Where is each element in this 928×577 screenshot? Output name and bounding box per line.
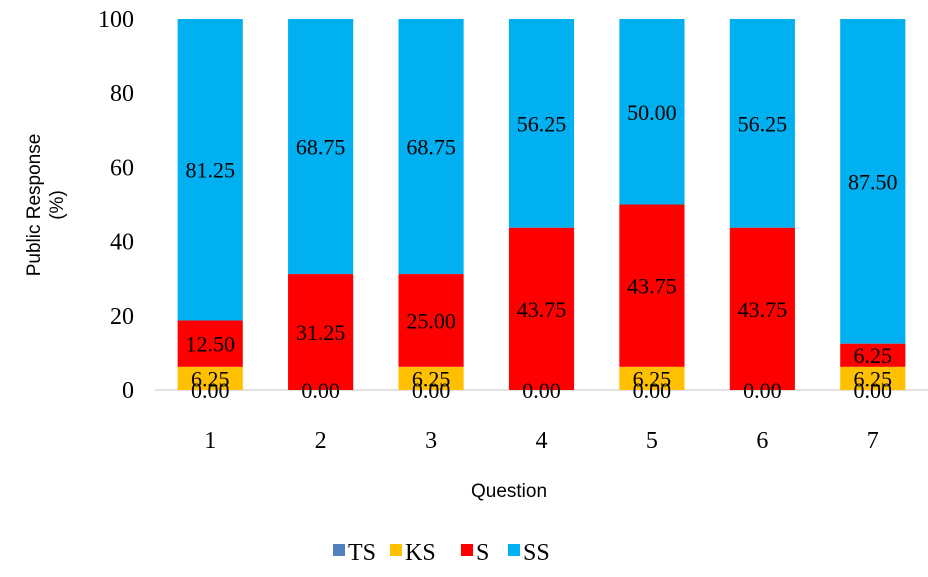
x-tick-label: 7 — [867, 428, 879, 454]
data-label: 68.75 — [406, 135, 456, 160]
legend-label-ks: KS — [405, 540, 436, 566]
bar-segment-ks — [619, 366, 685, 390]
data-label: 0.00 — [191, 378, 230, 403]
data-label: 56.25 — [738, 111, 788, 136]
legend: TS KS S SS — [333, 540, 550, 566]
data-labels: 0.006.2512.5081.250.0031.2568.750.006.25… — [185, 100, 897, 403]
legend-label-s: S — [476, 540, 489, 566]
data-label: 6.25 — [633, 366, 672, 391]
x-tick-label: 3 — [425, 428, 437, 454]
x-tick-label: 5 — [646, 428, 658, 454]
legend-label-ts: TS — [348, 540, 376, 566]
y-axis-title-line-1: Public Response — [24, 134, 45, 277]
y-axis-title-line-2: (%) — [47, 190, 68, 220]
bar-segment-s — [508, 227, 575, 390]
data-label: 0.00 — [854, 378, 893, 403]
bar-segment-ss — [177, 19, 243, 321]
y-tick-label: 80 — [110, 81, 134, 107]
data-label: 25.00 — [406, 308, 456, 333]
y-axis-ticks: 0 20 40 60 80 100 — [98, 7, 134, 404]
bar-segment-s — [619, 204, 685, 367]
data-label: 43.75 — [627, 274, 677, 299]
bar-segment-ss — [619, 19, 685, 205]
data-label: 0.00 — [412, 378, 451, 403]
data-label: 0.00 — [633, 378, 672, 403]
bar-segment-s — [398, 274, 464, 367]
data-label: 56.25 — [517, 111, 567, 136]
data-label: 0.00 — [522, 378, 561, 403]
bar-segment-ks — [177, 366, 243, 390]
legend-swatch-ss — [508, 544, 520, 556]
bar-segment-s — [288, 274, 354, 390]
y-tick-label: 100 — [98, 7, 134, 33]
x-tick-label: 1 — [204, 428, 216, 454]
y-tick-label: 0 — [122, 378, 134, 404]
y-tick-label: 40 — [110, 230, 134, 256]
data-label: 6.25 — [191, 366, 230, 391]
bar-segment-ss — [729, 19, 795, 228]
y-tick-label: 20 — [110, 304, 134, 330]
x-axis-title: Question — [471, 481, 547, 502]
data-label: 0.00 — [743, 378, 782, 403]
data-label: 6.25 — [854, 366, 893, 391]
bar-segment-ks — [398, 366, 464, 390]
bar-segment-s — [177, 320, 243, 367]
data-label: 31.25 — [296, 320, 346, 345]
legend-swatch-ks — [390, 544, 402, 556]
bar-segment-s — [840, 343, 906, 367]
legend-label-ss: SS — [523, 540, 550, 566]
x-tick-label: 2 — [315, 428, 327, 454]
bar-segment-ss — [840, 19, 906, 344]
x-axis-ticks: 1 2 3 4 5 6 7 — [204, 428, 879, 454]
data-label: 12.50 — [185, 332, 235, 357]
x-tick-label: 6 — [756, 428, 768, 454]
data-label: 87.50 — [848, 169, 898, 194]
legend-swatch-s — [461, 544, 473, 556]
bar-segment-ss — [508, 19, 575, 228]
bars — [177, 19, 906, 390]
data-label: 0.00 — [301, 378, 340, 403]
x-tick-label: 4 — [536, 428, 548, 454]
data-label: 6.25 — [854, 343, 893, 368]
data-label: 68.75 — [296, 135, 346, 160]
legend-swatch-ts — [333, 544, 345, 556]
data-label: 6.25 — [412, 366, 451, 391]
data-label: 43.75 — [738, 297, 788, 322]
data-label: 43.75 — [517, 297, 567, 322]
data-label: 81.25 — [185, 158, 235, 183]
data-label: 50.00 — [627, 100, 677, 125]
bar-segment-ss — [398, 19, 464, 275]
bar-segment-ks — [840, 366, 906, 390]
bar-segment-s — [729, 227, 795, 390]
y-tick-label: 60 — [110, 155, 134, 181]
bar-segment-ss — [288, 19, 354, 275]
